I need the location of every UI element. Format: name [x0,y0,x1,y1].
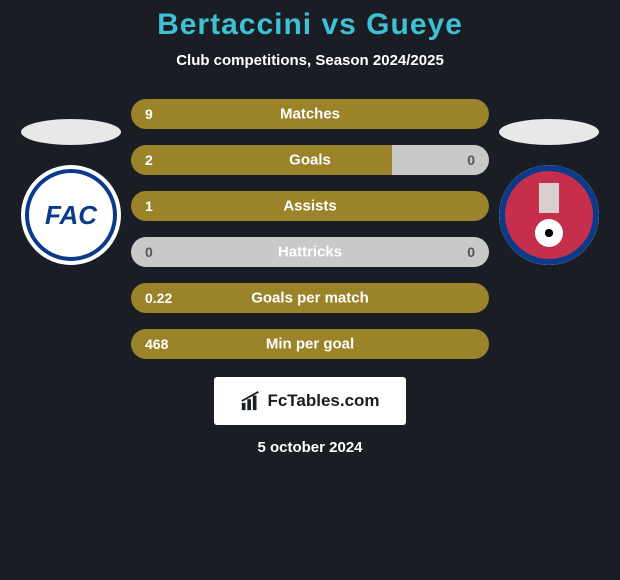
badge-ring [25,169,117,261]
stat-value-left: 9 [145,106,153,122]
stat-label: Goals [289,152,331,169]
right-player-silhouette [499,119,599,145]
date-text: 5 october 2024 [0,439,620,456]
stat-row: Assists 1 [131,191,489,221]
stat-value-left: 0 [145,244,153,260]
stat-value-right: 0 [467,244,475,260]
stat-value-left: 2 [145,152,153,168]
stat-row: Matches 9 [131,99,489,129]
content-row: FAC Matches9Goals20Assists1Hattricks00Go… [0,99,620,359]
badge-inner [515,181,583,249]
stats-column: Matches 9 Goals 2 0 Assists 1 Hattricks 0 0 Goals … [131,99,489,359]
stat-bar-left [131,145,392,175]
stat-label: Hattricks [278,244,342,261]
right-player-column [499,119,599,265]
stat-value-left: 1 [145,198,153,214]
left-team-badge: FAC [21,165,121,265]
chart-icon [240,390,262,412]
stat-row: Hattricks 0 0 [131,237,489,267]
page-title: Bertaccini vs Gueye [0,8,620,42]
stat-label: Matches [280,106,340,123]
branding-text: FcTables.com [267,391,379,411]
stat-value-left: 468 [145,336,168,352]
stat-label: Goals per match [251,290,369,307]
stat-row: Goals 2 0 [131,145,489,175]
stat-label: Min per goal [266,336,354,353]
tower-icon [539,183,559,213]
right-team-badge [499,165,599,265]
page-subtitle: Club competitions, Season 2024/2025 [0,52,620,69]
page-container: Bertaccini vs Gueye Club competitions, S… [0,0,620,580]
stat-label: Assists [283,198,336,215]
left-player-silhouette [21,119,121,145]
stat-value-right: 0 [467,152,475,168]
stat-row: Goals per match 0.22 [131,283,489,313]
ball-icon [535,219,563,247]
left-player-column: FAC [21,119,121,265]
branding-box: FcTables.com [214,377,406,425]
stat-value-left: 0.22 [145,290,172,306]
stat-row: Min per goal 468 [131,329,489,359]
